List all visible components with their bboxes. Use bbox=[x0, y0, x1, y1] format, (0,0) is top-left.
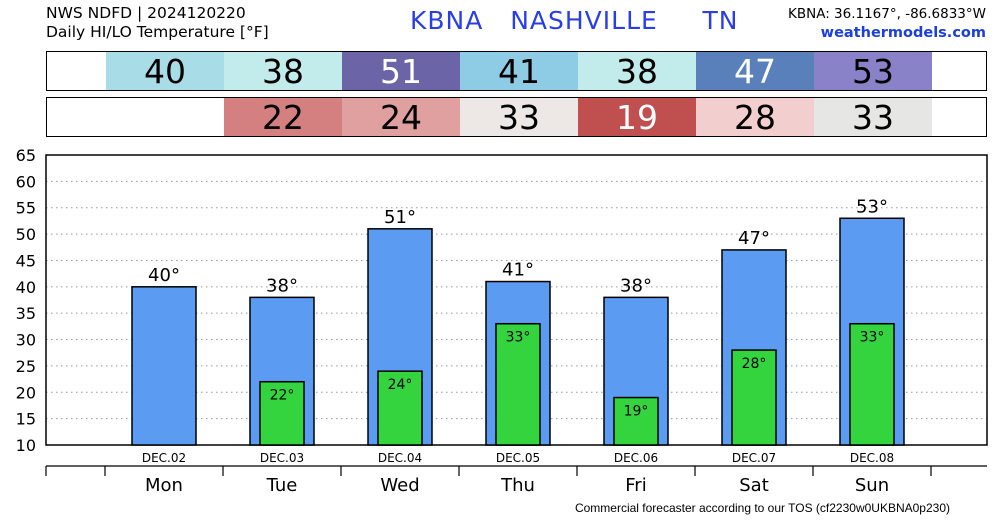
y-tick-label: 65 bbox=[16, 146, 36, 165]
y-tick-label: 30 bbox=[16, 331, 36, 350]
day-label: Sat bbox=[739, 475, 769, 496]
day-label: Wed bbox=[380, 475, 419, 496]
y-tick-label: 40 bbox=[16, 278, 36, 297]
low-bar bbox=[259, 380, 305, 446]
product-label: Daily HI/LO Temperature [°F] bbox=[46, 23, 269, 41]
low-temp-cell: 22 bbox=[224, 98, 342, 137]
high-bar-label: 47° bbox=[738, 228, 770, 249]
high-temp-cell: 38 bbox=[578, 52, 696, 91]
high-bar-label: 51° bbox=[384, 207, 416, 228]
day-label: Thu bbox=[500, 475, 535, 496]
high-temp-cell: 47 bbox=[696, 52, 814, 91]
high-temp-cell: 41 bbox=[460, 52, 578, 91]
y-tick-label: 45 bbox=[16, 251, 36, 270]
low-bar bbox=[731, 349, 777, 446]
low-bar bbox=[849, 322, 895, 446]
date-label: DEC.07 bbox=[732, 451, 776, 465]
header-info: NWS NDFD | 2024120220 Daily HI/LO Temper… bbox=[46, 4, 269, 42]
y-tick-label: 35 bbox=[16, 304, 36, 323]
low-bar-label: 24° bbox=[388, 377, 413, 393]
high-temp-cell: 53 bbox=[814, 52, 932, 91]
day-label: Tue bbox=[266, 475, 298, 496]
low-bar bbox=[495, 322, 541, 446]
station-title: KBNA NASHVILLE TN bbox=[410, 6, 739, 35]
low-bar-label: 19° bbox=[624, 404, 649, 420]
high-bar-label: 53° bbox=[856, 196, 888, 217]
high-bar-label: 38° bbox=[266, 275, 298, 296]
day-label: Sun bbox=[855, 475, 889, 496]
high-temp-cell: 40 bbox=[106, 52, 224, 91]
high-temp-cell: 38 bbox=[224, 52, 342, 91]
date-label: DEC.04 bbox=[378, 451, 422, 465]
y-tick-label: 55 bbox=[16, 199, 36, 218]
low-bar bbox=[377, 370, 423, 446]
high-bar-label: 38° bbox=[620, 275, 652, 296]
low-bar-label: 22° bbox=[270, 388, 295, 404]
y-tick-label: 20 bbox=[16, 383, 36, 402]
high-bar-label: 40° bbox=[148, 265, 180, 286]
y-tick-label: 50 bbox=[16, 225, 36, 244]
day-label: Mon bbox=[145, 475, 183, 496]
date-label: DEC.05 bbox=[496, 451, 540, 465]
date-label: DEC.08 bbox=[850, 451, 894, 465]
site-link[interactable]: weathermodels.com bbox=[820, 25, 986, 41]
day-label: Fri bbox=[625, 475, 646, 496]
date-label: DEC.02 bbox=[142, 451, 186, 465]
model-run-label: NWS NDFD | 2024120220 bbox=[46, 4, 246, 22]
low-temp-cell: 24 bbox=[342, 98, 460, 137]
y-tick-label: 25 bbox=[16, 357, 36, 376]
low-bar-label: 33° bbox=[860, 330, 885, 346]
low-temp-cell: 33 bbox=[460, 98, 578, 137]
y-tick-label: 15 bbox=[16, 410, 36, 429]
high-bar-label: 41° bbox=[502, 260, 534, 281]
low-bar-label: 28° bbox=[742, 356, 767, 372]
low-temp-cell: 19 bbox=[578, 98, 696, 137]
footer-note: Commercial forecaster according to our T… bbox=[574, 501, 950, 515]
low-temp-cell: 33 bbox=[814, 98, 932, 137]
low-temp-cell: 28 bbox=[696, 98, 814, 137]
date-label: DEC.03 bbox=[260, 451, 304, 465]
high-temp-cell: 51 bbox=[342, 52, 460, 91]
low-temp-strip: 22 24 33 19 28 33 bbox=[46, 97, 987, 137]
high-temp-strip: 40 38 51 41 38 47 53 bbox=[46, 51, 987, 91]
header-right: KBNA: 36.1167°, -86.6833°W weathermodels… bbox=[788, 5, 986, 43]
station-coords: KBNA: 36.1167°, -86.6833°W bbox=[787, 6, 986, 22]
high-bar bbox=[131, 286, 197, 446]
low-bar bbox=[613, 396, 659, 446]
date-label: DEC.06 bbox=[614, 451, 658, 465]
y-tick-label: 10 bbox=[16, 436, 36, 455]
y-tick-label: 60 bbox=[16, 172, 36, 191]
low-bar-label: 33° bbox=[506, 330, 531, 346]
